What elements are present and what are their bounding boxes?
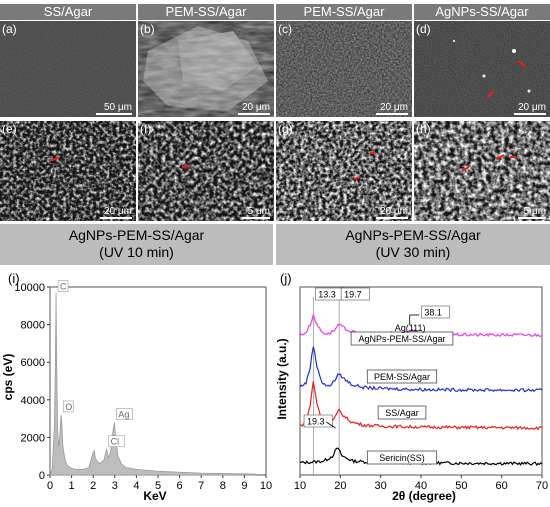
eds-chart: (i) 0 1 2 3 4 5 6 7 8 9 10 0 2000 4000 6000 8000 10000 C… (1, 271, 272, 503)
chart-j-xtick-label: 60 (496, 480, 508, 492)
title-ss-agar: SS/Agar (0, 4, 136, 20)
scale-bar-a: 50 μm (96, 102, 132, 115)
xrd-peak-label: 13.3 (318, 290, 336, 300)
xrd-sericin-arrow (325, 421, 336, 429)
chart-i-xtick-label: 6 (177, 480, 183, 492)
sem-image-d: (d) 20 μm (414, 21, 550, 117)
chart-i-xtick-label: 1 (69, 480, 75, 492)
uv-30min-line1: AgNPs-PEM-SS/Agar (345, 227, 481, 243)
chart-i-xtick-label: 2 (90, 480, 96, 492)
sem-image-c: (c) 20 μm (276, 21, 412, 117)
chart-j-xtick-label: 70 (536, 480, 548, 492)
sem-image-e: (e) 20 μm (0, 121, 136, 221)
panel-label-h: (h) (416, 122, 431, 136)
uv-10min-caption: AgNPs-PEM-SS/Agar (UV 10 min) (0, 224, 273, 265)
chart-i-xtick-label: 0 (47, 480, 53, 492)
chart-j-xlabel: 2θ (degree) (392, 489, 456, 503)
chart-i-ytick-label: 4000 (21, 395, 45, 407)
eds-peak-label-box (116, 408, 133, 420)
xrd-chart: (j) 10 20 30 40 50 60 70 Sericin(SS) SS/Agar PEM… (275, 271, 548, 503)
panel-label-b: (b) (140, 22, 155, 36)
panel-label-c: (c) (278, 22, 292, 36)
xrd-series-label: PEM-SS/Agar (374, 372, 430, 382)
panel-label-g: (g) (278, 122, 293, 136)
uv-10min-line1: AgNPs-PEM-SS/Agar (68, 227, 205, 243)
eds-peak-label: Ag (118, 409, 129, 419)
scale-bar-f: 5 μm (242, 206, 270, 219)
xrd-peak-label: 19.7 (344, 290, 362, 300)
scale-bar-h: 5 μm (518, 206, 546, 219)
chart-i-xtick-label: 4 (133, 480, 139, 492)
chart-i-frame (49, 286, 267, 476)
panel-label-a: (a) (2, 22, 17, 36)
xrd-peak-label: 38.1 (424, 308, 442, 318)
title-agnps-ss-agar: AgNPs-SS/Agar (414, 4, 550, 20)
uv-30min-line2: (UV 30 min) (375, 244, 451, 260)
eds-peak-label-box (57, 280, 69, 292)
eds-peak-label: Cl (111, 437, 120, 447)
chart-j-xtick-label: 20 (334, 480, 346, 492)
uv-30min-caption: AgNPs-PEM-SS/Agar (UV 30 min) (276, 224, 550, 265)
chart-i-xtick-label: 7 (198, 480, 204, 492)
eds-peak-label-box (62, 400, 74, 413)
panel-label-e: (e) (2, 122, 17, 136)
chart-i-xtick-label: 5 (155, 480, 161, 492)
xrd-series-label: Sericin(SS) (379, 453, 425, 463)
title-pem-ss-agar-1: PEM-SS/Agar (138, 4, 274, 20)
chart-i-panel-label: (i) (8, 271, 20, 286)
chart-i-ytick-label: 8000 (21, 320, 45, 332)
scale-bar-c: 20 μm (376, 102, 408, 115)
sem-image-f: (f) 5 μm (138, 121, 274, 221)
scale-bar-g: 20 μm (376, 206, 408, 219)
scale-bar-e: 20 μm (100, 206, 132, 219)
eds-peak-label: O (65, 402, 72, 412)
eds-spectrum-area (49, 292, 256, 476)
xrd-series-line-pem (299, 346, 543, 393)
chart-i-ytick-label: 10000 (14, 282, 45, 294)
chart-i-xtick-label: 3 (112, 480, 118, 492)
chart-i-xlabel: KeV (143, 489, 166, 503)
sem-image-h: (h) 5 μm (414, 121, 550, 221)
chart-i-ytick-label: 2000 (21, 432, 45, 444)
sem-image-g: (g) 20 μm (276, 121, 412, 221)
xrd-peak-label-box (303, 414, 333, 428)
panel-label-f: (f) (140, 122, 152, 136)
chart-j-panel-label: (j) (280, 271, 292, 286)
chart-i-ylabel: cps (eV) (1, 354, 15, 401)
chart-i-ytick-label: 6000 (21, 357, 45, 369)
title-pem-ss-agar-2: PEM-SS/Agar (276, 4, 412, 20)
uv-10min-line2: (UV 10 min) (99, 244, 174, 260)
chart-j-ylabel: Intensity (a.u.) (275, 338, 289, 419)
sem-image-b: (b) 20 μm (138, 21, 274, 117)
xrd-series-label-box (366, 450, 438, 465)
xrd-series-label-box (350, 331, 454, 346)
chart-j-xtick-label: 40 (415, 480, 427, 492)
xrd-peak-label-box (421, 305, 451, 319)
chart-i-ytick-label: 0 (39, 470, 45, 482)
panel-label-d: (d) (416, 22, 431, 36)
scale-bar-b: 20 μm (238, 102, 270, 115)
chart-j-xtick-label: 30 (375, 480, 387, 492)
xrd-series-label: SS/Agar (385, 408, 419, 418)
eds-peak-label-box (108, 435, 125, 448)
xrd-series-label-box (377, 405, 427, 420)
xrd-peak-label-box (340, 287, 370, 301)
chart-i-xtick-label: 10 (260, 480, 272, 492)
xrd-peak-label: 19.3 (307, 417, 325, 427)
sem-image-a: (a) 50 μm (0, 21, 136, 117)
eds-peak-label: C (60, 282, 67, 292)
scale-bar-d: 20 μm (514, 102, 546, 115)
xrd-peak-label: Ag(111) (395, 323, 426, 333)
chart-j-xtick-label: 50 (455, 480, 467, 492)
xrd-series-label: AgNPs-PEM-SS/Agar (358, 334, 445, 344)
chart-i-xtick-label: 8 (220, 480, 226, 492)
chart-i-xtick-label: 9 (241, 480, 247, 492)
xrd-series-label-box (366, 369, 438, 384)
chart-j-xtick-label: 10 (294, 480, 306, 492)
xrd-series-line-ss (299, 381, 543, 431)
